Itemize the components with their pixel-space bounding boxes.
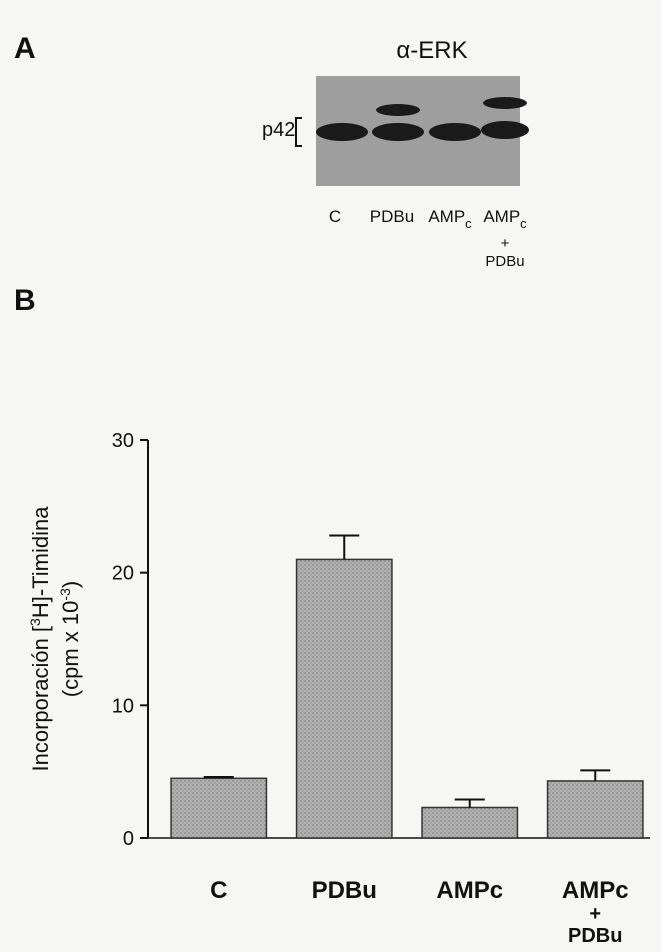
x-tick-label: PDBu [312, 877, 377, 904]
panel-label: A [14, 32, 36, 65]
y-tick-label: 0 [123, 828, 134, 850]
lane-label: + [501, 235, 510, 252]
lane-label-text: AMP [428, 207, 465, 226]
y-axis-label-part: Incorporación [ [28, 626, 53, 772]
lane-label: PDBu [485, 253, 524, 270]
lane-label: AMPc [428, 207, 472, 231]
x-tick-label: PDBu [568, 925, 622, 947]
x-tick-label: + [589, 903, 601, 925]
bracket [296, 118, 302, 146]
lane-label: PDBu [370, 207, 414, 226]
lane-label-sub: c [465, 216, 472, 231]
y-axis-label: Incorporación [3H]-Timidina [27, 506, 53, 772]
lane-label: C [329, 207, 341, 226]
blot-title: α-ERK [396, 37, 467, 64]
y-axis-label-part: 3 [27, 618, 43, 626]
lane-label-text: C [329, 207, 341, 226]
lane-label: AMPc [483, 207, 527, 231]
y-tick-label: 30 [112, 430, 134, 452]
y-axis-label-part: H]-Timidina [28, 506, 53, 618]
y-tick-label: 20 [112, 563, 134, 585]
y-axis-label-part: ) [58, 581, 83, 588]
lane-label-text: AMP [483, 207, 520, 226]
x-tick-label: AMPc [562, 877, 629, 904]
band-label: p42 [262, 119, 295, 141]
y-axis-label-part: (cpm x 10 [58, 601, 83, 698]
x-tick-label: AMPc [436, 877, 503, 904]
page: A α-ERK p42 CPDBuAMPcAMPc+PDBuB0102030In… [0, 0, 661, 952]
bar [548, 781, 643, 838]
lane-label-text: PDBu [370, 207, 414, 226]
lane-label-sub: c [520, 216, 527, 231]
figure: A α-ERK p42 CPDBuAMPcAMPc+PDBuB0102030In… [0, 0, 661, 952]
panel-label: B [14, 284, 36, 317]
x-tick-label: C [210, 877, 227, 904]
y-axis-label: (cpm x 10-3) [57, 581, 83, 697]
bar [171, 778, 266, 838]
bar [422, 807, 517, 838]
y-tick-label: 10 [112, 695, 134, 717]
y-axis-label-part: -3 [57, 588, 73, 601]
bar [297, 559, 392, 838]
